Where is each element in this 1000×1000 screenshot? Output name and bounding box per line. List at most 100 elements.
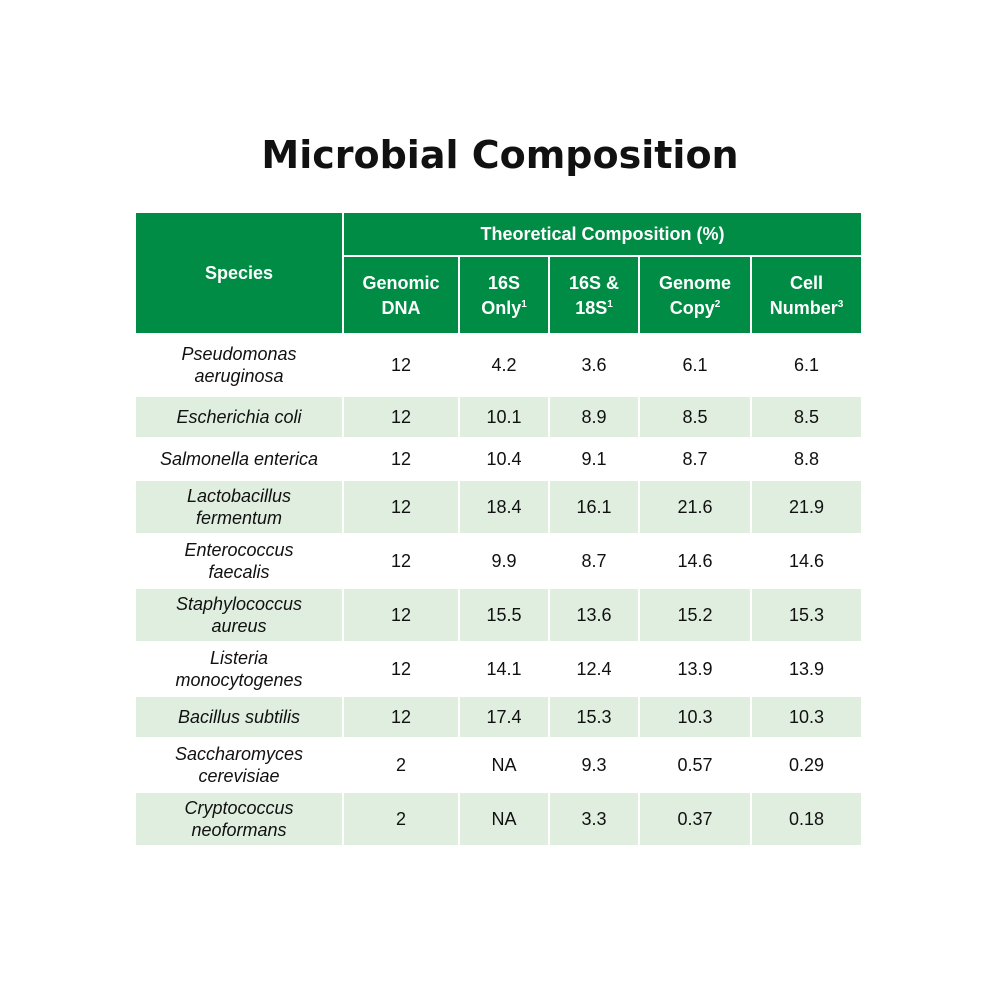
- value-cell: 9.3: [548, 737, 640, 793]
- species-cell: Listeria monocytogenes: [134, 641, 344, 697]
- column-header: 16S & 18S1: [548, 255, 640, 335]
- species-name: Pseudomonas: [181, 344, 297, 364]
- value-cell: 15.2: [638, 587, 752, 643]
- value-cell: 8.7: [638, 437, 752, 481]
- species-cell: Salmonella enterica: [134, 437, 344, 481]
- column-header-line1: 16S &: [568, 272, 620, 293]
- column-header: 16S Only1: [458, 255, 550, 335]
- species-cell: Saccharomyces cerevisiae: [134, 737, 344, 793]
- species-name: Salmonella enterica: [159, 449, 319, 469]
- value-cell: 12: [342, 641, 460, 697]
- value-cell: NA: [458, 791, 550, 847]
- value-cell: 13.6: [548, 587, 640, 643]
- value-cell: 6.1: [638, 333, 752, 397]
- column-header-line1: 16S: [487, 272, 521, 293]
- value-cell: 13.9: [638, 641, 752, 697]
- value-cell: 3.6: [548, 333, 640, 397]
- species-name-line2: aureus: [211, 616, 267, 636]
- species-cell: Lactobacillus fermentum: [134, 479, 344, 535]
- value-cell: 12: [342, 437, 460, 481]
- column-header-line2: DNA: [381, 297, 421, 318]
- table-row: Escherichia coli 12 10.1 8.9 8.5 8.5: [134, 395, 863, 439]
- table-row: Lactobacillus fermentum 12 18.4 16.1 21.6 21.9: [134, 479, 863, 535]
- table-row: Cryptococcus neoformans 2 NA 3.3 0.37 0.18: [134, 791, 863, 847]
- table-row: Salmonella enterica 12 10.4 9.1 8.7 8.8: [134, 437, 863, 481]
- value-cell: 13.9: [750, 641, 863, 697]
- value-cell: 15.3: [750, 587, 863, 643]
- species-name-line2: faecalis: [208, 562, 270, 582]
- column-header-line2: Only: [481, 297, 522, 318]
- value-cell: 8.9: [548, 395, 640, 439]
- value-cell: 3.3: [548, 791, 640, 847]
- species-name: Cryptococcus: [184, 798, 294, 818]
- header-species: Species: [134, 211, 344, 335]
- value-cell: 0.37: [638, 791, 752, 847]
- value-cell: 0.18: [750, 791, 863, 847]
- value-cell: 8.5: [750, 395, 863, 439]
- value-cell: 0.29: [750, 737, 863, 793]
- species-cell: Escherichia coli: [134, 395, 344, 439]
- composition-table: Species Theoretical Composition (%) Genom…: [134, 211, 863, 847]
- species-name-line2: monocytogenes: [175, 670, 303, 690]
- column-header-line2: Number: [769, 297, 838, 318]
- value-cell: 15.3: [548, 695, 640, 739]
- footnote-marker: 3: [837, 298, 844, 310]
- species-cell: Bacillus subtilis: [134, 695, 344, 739]
- species-cell: Staphylococcus aureus: [134, 587, 344, 643]
- value-cell: 12: [342, 587, 460, 643]
- column-header: Cell Number3: [750, 255, 863, 335]
- column-header-line2: 18S: [575, 297, 608, 318]
- species-name-line2: aeruginosa: [194, 366, 284, 386]
- footnote-marker: 1: [607, 298, 613, 310]
- value-cell: 6.1: [750, 333, 863, 397]
- value-cell: 17.4: [458, 695, 550, 739]
- value-cell: 10.3: [750, 695, 863, 739]
- value-cell: 18.4: [458, 479, 550, 535]
- value-cell: 21.6: [638, 479, 752, 535]
- value-cell: 14.6: [750, 533, 863, 589]
- species-name-line2: cerevisiae: [198, 766, 280, 786]
- species-name: Listeria: [209, 648, 269, 668]
- header-group: Theoretical Composition (%): [342, 211, 863, 257]
- footnote-marker: 2: [714, 298, 721, 310]
- value-cell: 12: [342, 333, 460, 397]
- table-row: Staphylococcus aureus 12 15.5 13.6 15.2 15.3: [134, 587, 863, 643]
- value-cell: 4.2: [458, 333, 550, 397]
- species-name: Saccharomyces: [174, 744, 304, 764]
- column-header-line1: Cell: [789, 272, 823, 293]
- table-row: Enterococcus faecalis 12 9.9 8.7 14.6 14.6: [134, 533, 863, 589]
- value-cell: 15.5: [458, 587, 550, 643]
- species-name-line2: fermentum: [195, 508, 283, 528]
- species-name: Staphylococcus: [175, 594, 303, 614]
- table-row: Saccharomyces cerevisiae 2 NA 9.3 0.57 0.29: [134, 737, 863, 793]
- species-cell: Cryptococcus neoformans: [134, 791, 344, 847]
- value-cell: 12: [342, 479, 460, 535]
- table-row: Pseudomonas aeruginosa 12 4.2 3.6 6.1 6.1: [134, 333, 863, 397]
- value-cell: 9.9: [458, 533, 550, 589]
- value-cell: 10.4: [458, 437, 550, 481]
- value-cell: 0.57: [638, 737, 752, 793]
- value-cell: 16.1: [548, 479, 640, 535]
- value-cell: 10.1: [458, 395, 550, 439]
- value-cell: 8.7: [548, 533, 640, 589]
- species-cell: Enterococcus faecalis: [134, 533, 344, 589]
- species-cell: Pseudomonas aeruginosa: [134, 333, 344, 397]
- species-name: Lactobacillus: [186, 486, 292, 506]
- footnote-marker: 1: [521, 298, 527, 310]
- value-cell: 2: [342, 791, 460, 847]
- species-name: Enterococcus: [184, 540, 294, 560]
- column-header-line1: Genomic: [362, 272, 440, 293]
- value-cell: 9.1: [548, 437, 640, 481]
- value-cell: 12: [342, 395, 460, 439]
- value-cell: 21.9: [750, 479, 863, 535]
- column-header-line1: Genome: [658, 272, 732, 293]
- page-title: Microbial Composition: [261, 133, 739, 177]
- value-cell: 12.4: [548, 641, 640, 697]
- value-cell: 2: [342, 737, 460, 793]
- table-row: Bacillus subtilis 12 17.4 15.3 10.3 10.3: [134, 695, 863, 739]
- value-cell: 8.5: [638, 395, 752, 439]
- column-header: Genome Copy2: [638, 255, 752, 335]
- value-cell: 12: [342, 533, 460, 589]
- column-header: Genomic DNA: [342, 255, 460, 335]
- table-row: Listeria monocytogenes 12 14.1 12.4 13.9 13.9: [134, 641, 863, 697]
